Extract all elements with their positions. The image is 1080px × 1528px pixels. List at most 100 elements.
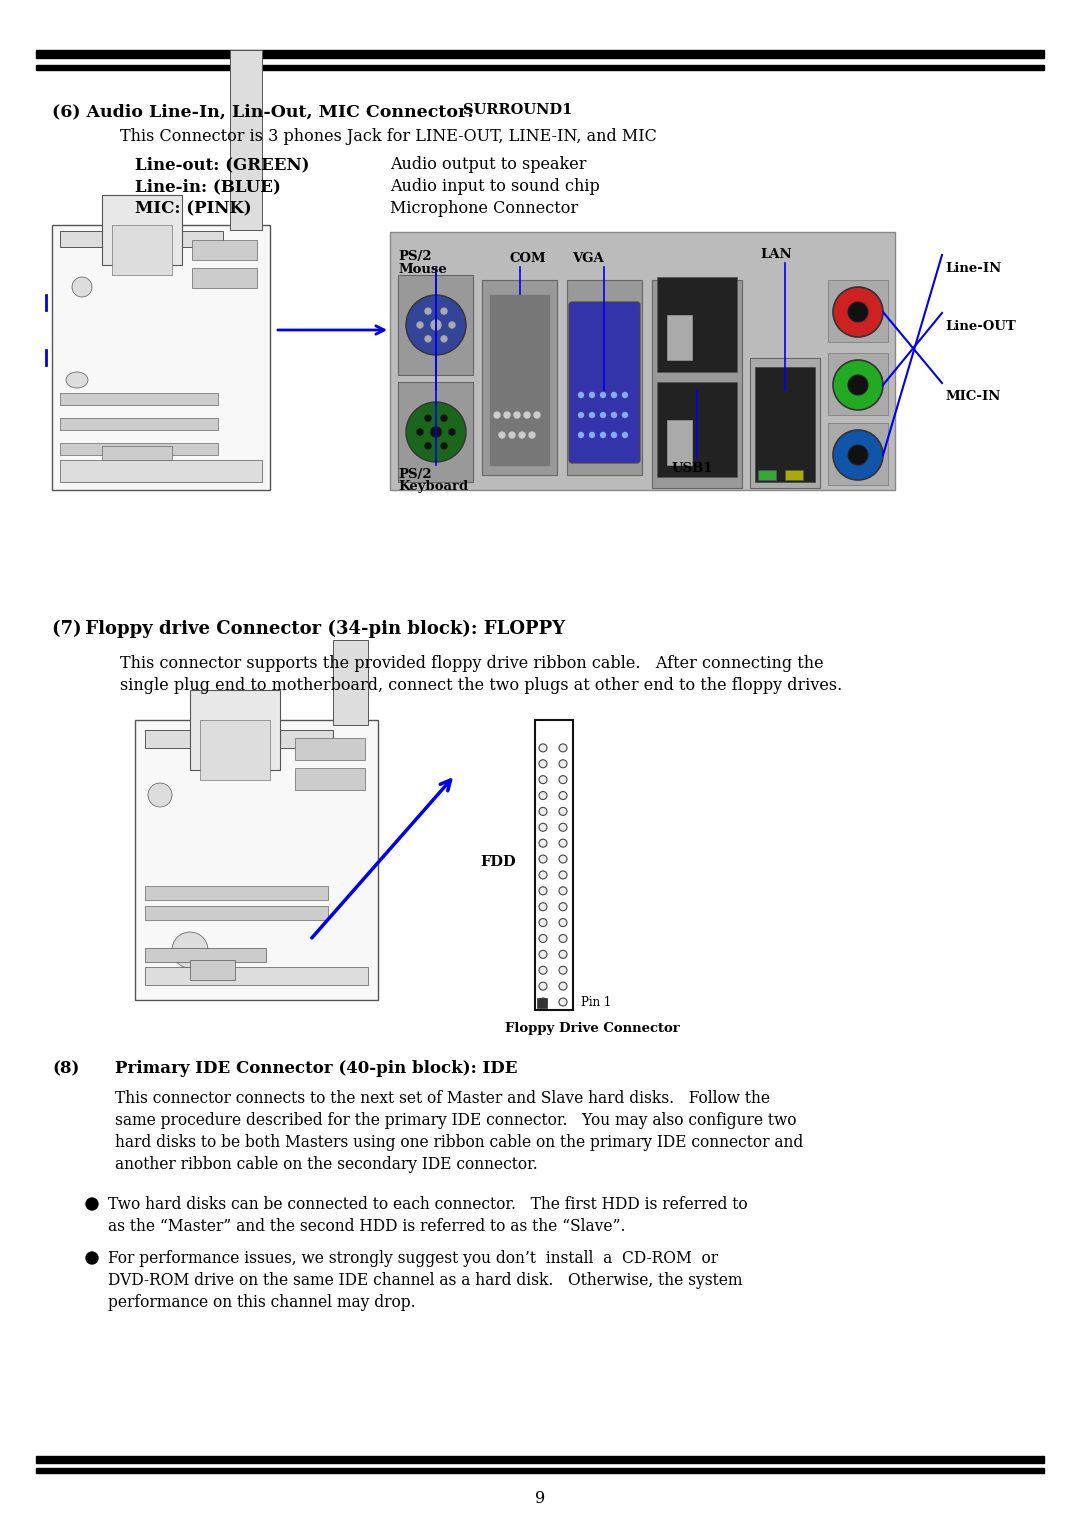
Circle shape xyxy=(559,744,567,752)
Text: VGA: VGA xyxy=(572,252,604,264)
Polygon shape xyxy=(490,295,549,465)
Bar xyxy=(230,50,262,231)
Text: Audio input to sound chip: Audio input to sound chip xyxy=(390,177,599,196)
Bar xyxy=(535,720,573,1010)
Circle shape xyxy=(611,413,617,417)
Circle shape xyxy=(559,839,567,847)
Circle shape xyxy=(449,322,455,329)
Bar xyxy=(295,769,365,790)
Text: USB1: USB1 xyxy=(672,461,714,475)
Text: Two hard disks can be connected to each connector.   The first HDD is referred t: Two hard disks can be connected to each … xyxy=(108,1196,747,1213)
Circle shape xyxy=(559,886,567,895)
Text: This connector connects to the next set of Master and Slave hard disks.   Follow: This connector connects to the next set … xyxy=(114,1089,770,1106)
Circle shape xyxy=(539,759,546,767)
Circle shape xyxy=(86,1251,98,1264)
Text: MIC-IN: MIC-IN xyxy=(945,390,1000,403)
Circle shape xyxy=(539,839,546,847)
Text: Line-OUT: Line-OUT xyxy=(945,319,1016,333)
Bar xyxy=(36,1468,1044,1473)
Circle shape xyxy=(441,336,447,342)
Bar xyxy=(52,225,270,490)
Circle shape xyxy=(524,413,530,419)
Text: performance on this channel may drop.: performance on this channel may drop. xyxy=(108,1294,416,1311)
Text: hard disks to be both Masters using one ribbon cable on the primary IDE connecto: hard disks to be both Masters using one … xyxy=(114,1134,804,1151)
Circle shape xyxy=(833,429,883,480)
Circle shape xyxy=(441,416,447,422)
Bar xyxy=(828,280,888,342)
FancyBboxPatch shape xyxy=(569,303,640,463)
Bar xyxy=(390,232,895,490)
Circle shape xyxy=(559,856,567,863)
Bar xyxy=(192,240,257,260)
Circle shape xyxy=(559,776,567,784)
Bar xyxy=(750,358,820,487)
Circle shape xyxy=(539,886,546,895)
Circle shape xyxy=(417,322,423,329)
Bar xyxy=(828,353,888,416)
Text: SURROUND1: SURROUND1 xyxy=(463,102,572,118)
Bar xyxy=(758,471,777,480)
Circle shape xyxy=(559,903,567,911)
Circle shape xyxy=(539,824,546,831)
Text: single plug end to motherboard, connect the two plugs at other end to the floppy: single plug end to motherboard, connect … xyxy=(120,677,842,694)
Bar xyxy=(145,886,328,900)
Circle shape xyxy=(539,918,546,926)
Circle shape xyxy=(406,295,465,354)
Circle shape xyxy=(622,432,627,437)
Text: Pin 1: Pin 1 xyxy=(581,996,611,1010)
Bar xyxy=(60,460,262,481)
Circle shape xyxy=(431,319,441,330)
Circle shape xyxy=(534,413,540,419)
Circle shape xyxy=(611,393,617,397)
Bar xyxy=(192,267,257,287)
Circle shape xyxy=(600,393,606,397)
Text: 9: 9 xyxy=(535,1490,545,1507)
Circle shape xyxy=(426,336,431,342)
Circle shape xyxy=(848,374,868,396)
Circle shape xyxy=(172,932,208,969)
Circle shape xyxy=(590,393,594,397)
Text: (7) Floppy drive Connector (34-pin block): FLOPPY: (7) Floppy drive Connector (34-pin block… xyxy=(52,620,565,639)
Circle shape xyxy=(449,429,455,435)
Text: Line-IN: Line-IN xyxy=(945,261,1001,275)
Bar xyxy=(399,275,473,374)
Text: DVD-ROM drive on the same IDE channel as a hard disk.   Otherwise, the system: DVD-ROM drive on the same IDE channel as… xyxy=(108,1271,743,1290)
Bar xyxy=(60,419,218,429)
Bar xyxy=(36,1456,1044,1462)
Text: Keyboard: Keyboard xyxy=(399,480,468,494)
Circle shape xyxy=(539,966,546,975)
Circle shape xyxy=(590,413,594,417)
Text: MIC: (PINK): MIC: (PINK) xyxy=(135,200,252,217)
Circle shape xyxy=(431,426,441,437)
Text: This Connector is 3 phones Jack for LINE-OUT, LINE-IN, and MIC: This Connector is 3 phones Jack for LINE… xyxy=(120,128,657,145)
Circle shape xyxy=(579,432,583,437)
Circle shape xyxy=(833,287,883,338)
Circle shape xyxy=(559,807,567,816)
Circle shape xyxy=(559,950,567,958)
Circle shape xyxy=(539,903,546,911)
Circle shape xyxy=(559,759,567,767)
Text: Line-out: (GREEN): Line-out: (GREEN) xyxy=(135,156,310,173)
Circle shape xyxy=(579,393,583,397)
Text: same procedure described for the primary IDE connector.   You may also configure: same procedure described for the primary… xyxy=(114,1112,797,1129)
Bar xyxy=(190,691,280,770)
Bar xyxy=(102,446,172,460)
Circle shape xyxy=(579,413,583,417)
Text: PS/2: PS/2 xyxy=(399,468,432,481)
Circle shape xyxy=(559,918,567,926)
Circle shape xyxy=(519,432,525,439)
Circle shape xyxy=(72,277,92,296)
Circle shape xyxy=(600,432,606,437)
Bar xyxy=(399,382,473,481)
Bar xyxy=(667,420,692,465)
Circle shape xyxy=(406,402,465,461)
Text: Primary IDE Connector (40-pin block): IDE: Primary IDE Connector (40-pin block): ID… xyxy=(114,1060,517,1077)
Text: another ribbon cable on the secondary IDE connector.: another ribbon cable on the secondary ID… xyxy=(114,1157,538,1174)
Circle shape xyxy=(559,983,567,990)
Circle shape xyxy=(539,983,546,990)
Text: Audio output to speaker: Audio output to speaker xyxy=(390,156,586,173)
Bar xyxy=(567,280,642,475)
Text: FDD: FDD xyxy=(480,856,515,869)
Circle shape xyxy=(539,950,546,958)
Text: Microphone Connector: Microphone Connector xyxy=(390,200,578,217)
